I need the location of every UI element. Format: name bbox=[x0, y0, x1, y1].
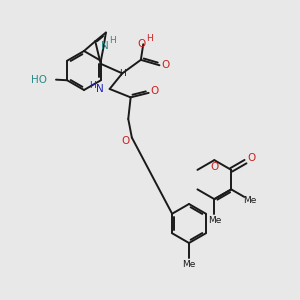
Text: Me: Me bbox=[243, 196, 256, 205]
Text: H: H bbox=[109, 36, 116, 45]
Text: O: O bbox=[211, 162, 219, 172]
Text: O: O bbox=[151, 86, 159, 96]
Text: O: O bbox=[138, 39, 146, 49]
Text: O: O bbox=[247, 153, 255, 163]
Text: Me: Me bbox=[208, 216, 221, 225]
Text: O: O bbox=[122, 136, 130, 146]
Text: N: N bbox=[97, 84, 104, 94]
Text: H: H bbox=[89, 82, 96, 91]
Text: O: O bbox=[161, 60, 169, 70]
Text: H: H bbox=[146, 34, 153, 43]
Text: N: N bbox=[101, 40, 109, 50]
Text: Me: Me bbox=[182, 260, 196, 269]
Text: HO: HO bbox=[31, 75, 47, 85]
Text: H: H bbox=[119, 70, 126, 79]
